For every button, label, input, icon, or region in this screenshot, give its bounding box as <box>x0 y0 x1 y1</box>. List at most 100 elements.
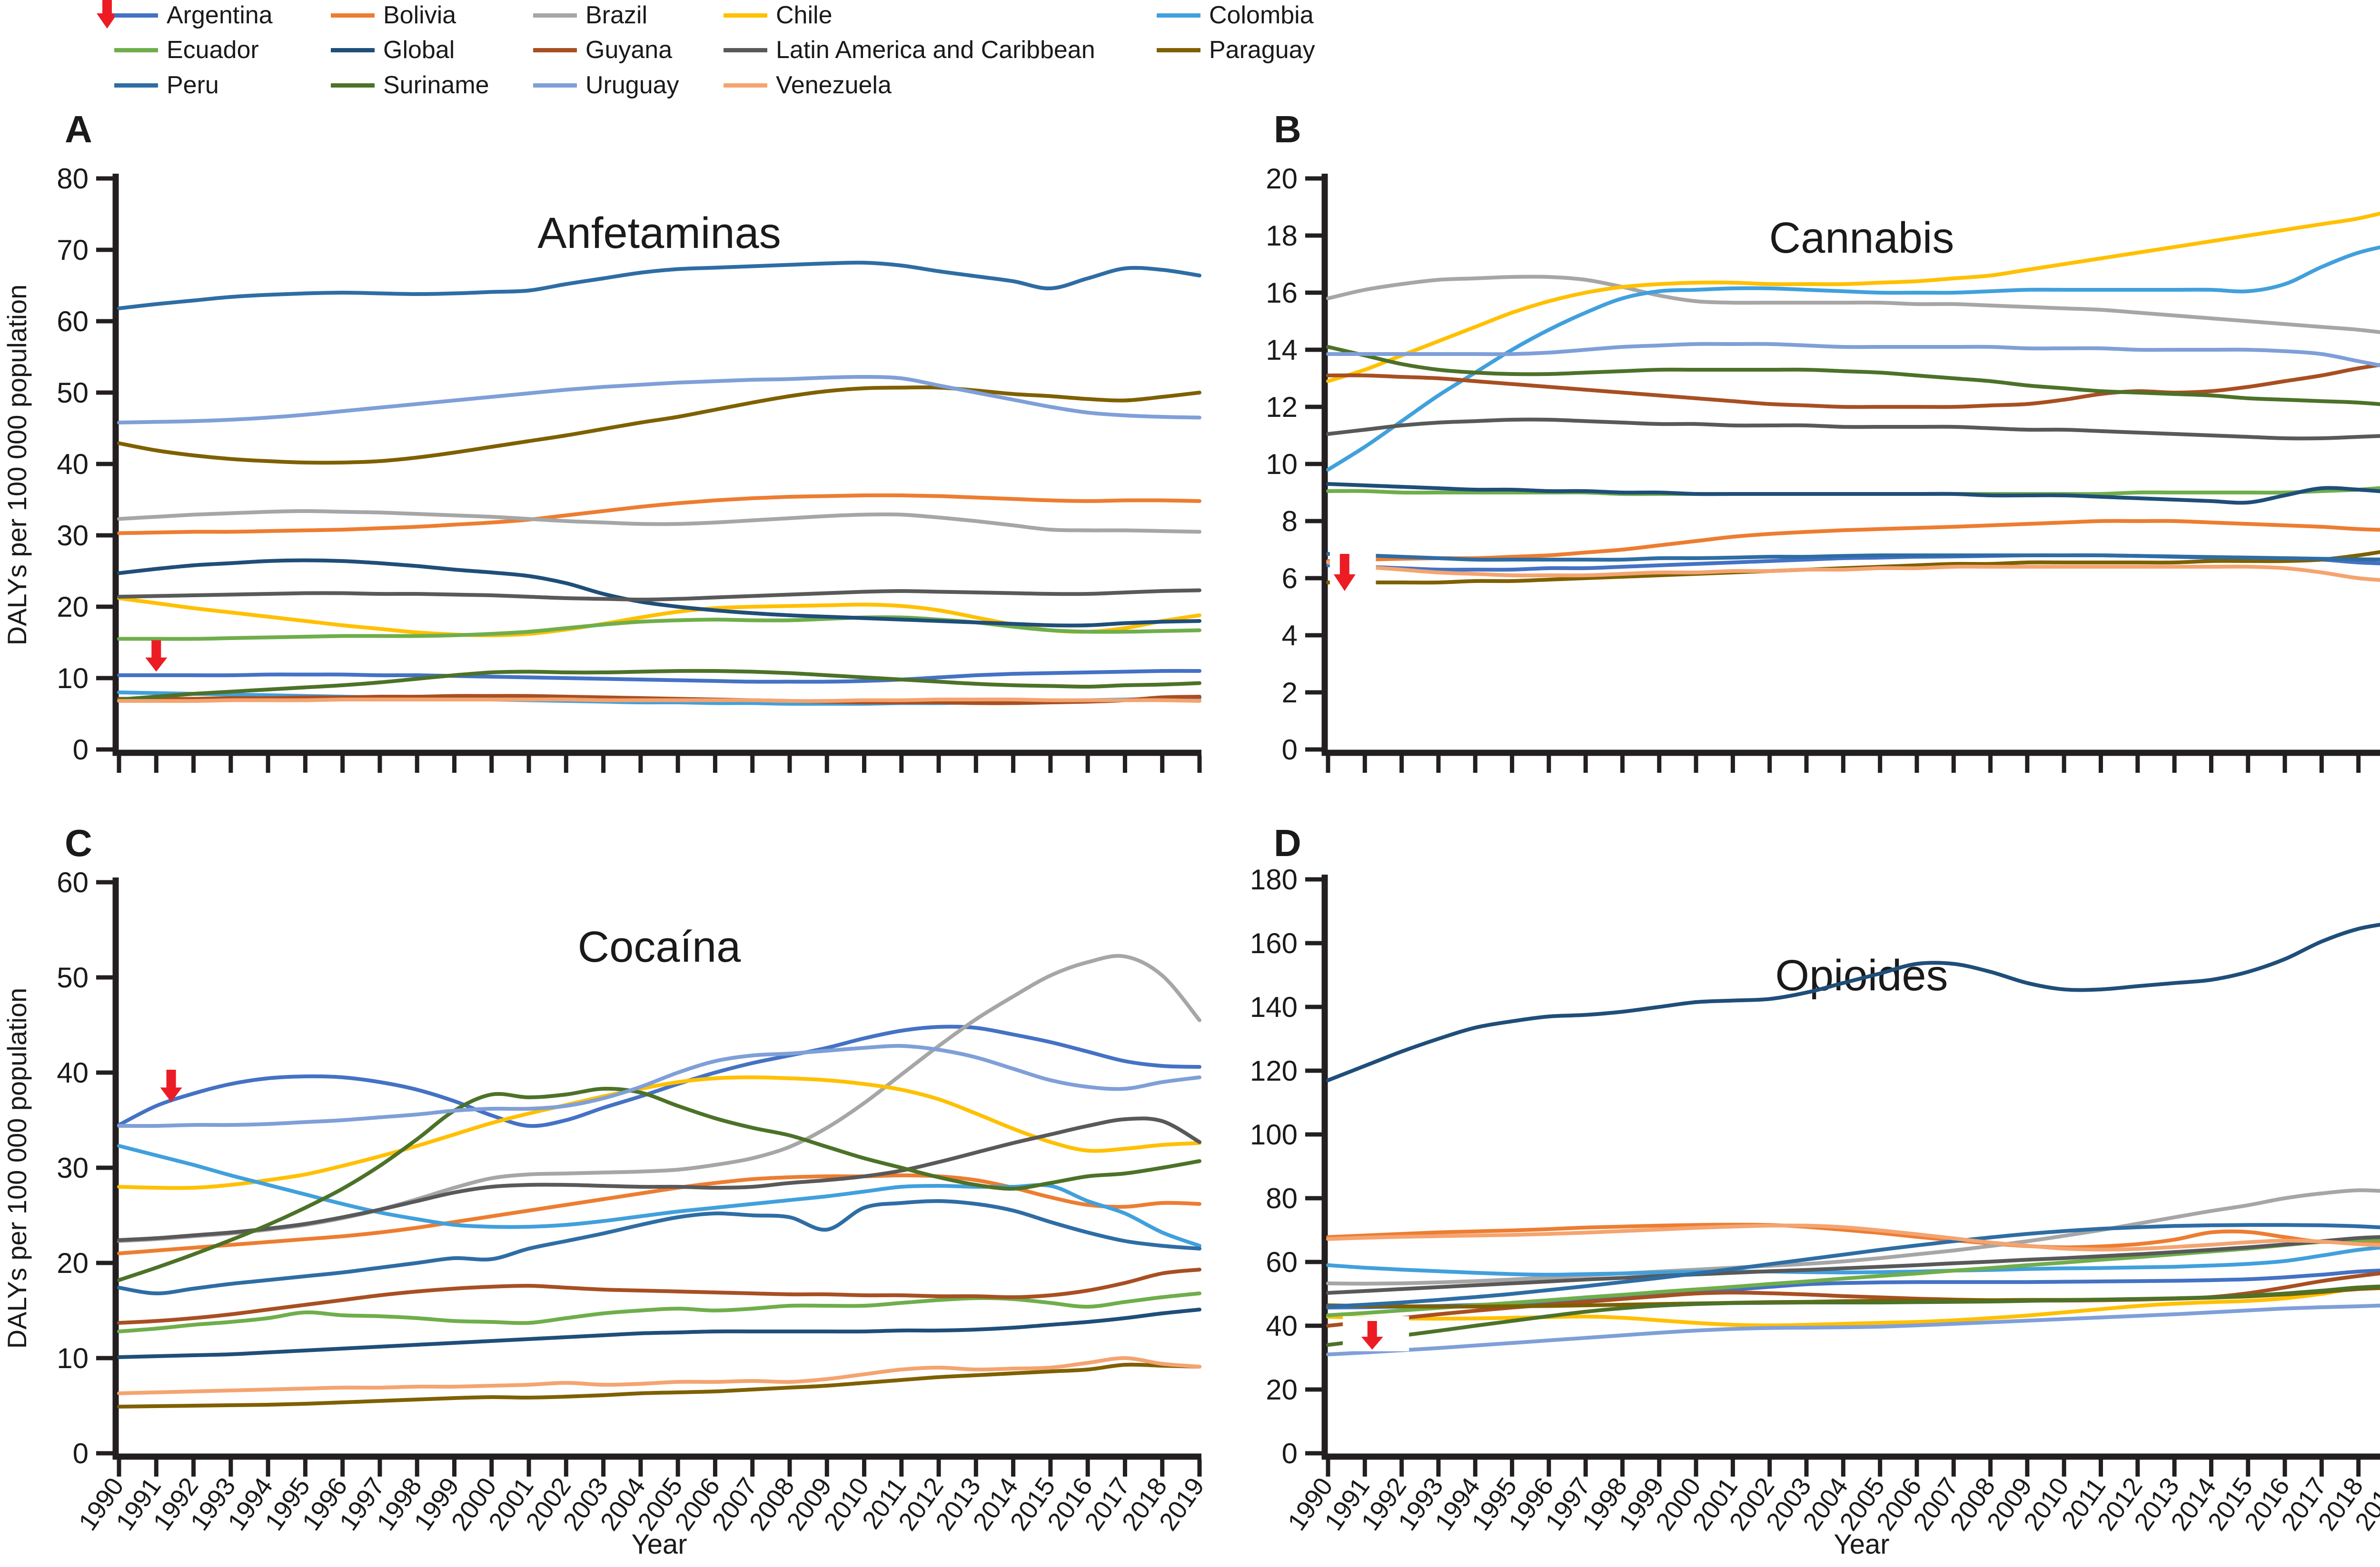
y-tick-label: 60 <box>1266 1246 1298 1278</box>
legend-item-brazil: Brazil <box>533 3 647 28</box>
suriname-line <box>1326 1284 2380 1347</box>
legend-item-colombia: Colombia <box>1157 3 1314 28</box>
panel-title-cocaina: Cocaína <box>577 923 741 971</box>
venezuela-line <box>117 1356 1201 1395</box>
peru-line <box>1326 552 2380 562</box>
latin_america_and_caribbean-line <box>117 1116 1201 1242</box>
legend-item-uruguay: Uruguay <box>533 73 679 98</box>
suriname-swatch <box>331 83 375 88</box>
legend-item-suriname: Suriname <box>331 73 489 98</box>
y-tick-label: 0 <box>73 734 89 766</box>
panel-D: 0204060801001201401601801990199119921993… <box>1250 864 2380 1536</box>
guyana-line <box>117 1268 1201 1325</box>
legend-item-guyana: Guyana <box>533 38 672 62</box>
colombia-line <box>1326 1245 2380 1277</box>
ecuador-line <box>117 1291 1201 1333</box>
y-tick-label: 12 <box>1266 391 1298 423</box>
peru-line <box>1326 1223 2380 1309</box>
chile-swatch <box>724 13 767 18</box>
x-axis-title-left: Year <box>631 1529 687 1560</box>
bolivia-line <box>1326 1222 2380 1250</box>
y-tick-label: 10 <box>57 662 89 694</box>
peru-line <box>117 260 1201 310</box>
y-tick-label: 80 <box>57 163 89 195</box>
y-tick-label: 40 <box>57 448 89 480</box>
brazil-swatch <box>533 13 577 18</box>
y-tick-label: 70 <box>57 234 89 266</box>
red-down-arrow-icon <box>145 640 168 672</box>
bolivia-line <box>117 493 1201 535</box>
venezuela-swatch <box>724 83 767 88</box>
paraguay-swatch <box>1157 48 1200 52</box>
y-tick-label: 6 <box>1282 562 1298 594</box>
venezuela-line <box>1326 1223 2380 1252</box>
y-tick-label: 16 <box>1266 277 1298 309</box>
y-tick-label: 40 <box>1266 1310 1298 1342</box>
panel-letter-a: A <box>65 108 92 150</box>
y-tick-label: 4 <box>1282 620 1298 651</box>
y-tick-label: 10 <box>57 1342 89 1374</box>
legend-item-paraguay: Paraguay <box>1157 38 1315 62</box>
red-down-arrow-icon <box>1361 1321 1383 1350</box>
legend-label: Latin America and Caribbean <box>776 36 1095 64</box>
y-tick-label: 50 <box>57 377 89 409</box>
guyana-swatch <box>533 48 577 52</box>
panel-letter-b: B <box>1274 108 1301 150</box>
uruguay-line <box>1326 1303 2380 1357</box>
ecuador-line <box>117 615 1201 641</box>
red-down-arrow-icon <box>97 0 118 29</box>
global-swatch <box>331 48 375 52</box>
paraguay-line <box>117 385 1201 465</box>
y-tick-label: 40 <box>57 1057 89 1089</box>
panel-letter-d: D <box>1274 822 1301 864</box>
panel-B: 0 2 4 6 8 10 12 14 16 18 20 <box>1266 163 2380 773</box>
paraguay-line <box>117 1362 1201 1409</box>
panel-letter-c: C <box>65 822 92 864</box>
suriname-line <box>1326 345 2380 406</box>
arrow-mask <box>1329 551 1376 592</box>
chile-line <box>1326 1285 2380 1328</box>
legend-item-latin-america-and-caribbean: Latin America and Caribbean <box>724 38 1095 62</box>
x-axis-title-right: Year <box>1834 1529 1890 1560</box>
guyana-line <box>1326 363 2380 409</box>
brazil-line <box>1326 1188 2380 1286</box>
y-tick-label: 14 <box>1266 334 1298 366</box>
legend: Argentina Bolivia Brazil Chile Colombia … <box>0 0 2380 109</box>
suriname-line <box>117 1086 1201 1282</box>
uruguay-line <box>1326 342 2380 367</box>
chile-line <box>117 1075 1201 1190</box>
y-tick-label: 60 <box>57 306 89 337</box>
y-tick-label: 20 <box>1266 1374 1298 1406</box>
y-tick-label: 100 <box>1250 1119 1298 1151</box>
legend-label: Global <box>383 36 455 64</box>
y-tick-label: 8 <box>1282 505 1298 537</box>
y-tick-label: 18 <box>1266 220 1298 252</box>
uruguay-line <box>117 375 1201 424</box>
peru-swatch <box>114 83 158 88</box>
y-tick-label: 60 <box>57 867 89 898</box>
brazil-line <box>1326 275 2380 335</box>
legend-label: Suriname <box>383 71 489 99</box>
latin-america-and-caribbean-swatch <box>724 48 767 52</box>
legend-item-peru: Peru <box>114 73 219 98</box>
brazil-line <box>117 509 1201 534</box>
legend-item-chile: Chile <box>724 3 833 28</box>
y-tick-label: 0 <box>1282 734 1298 766</box>
global-line <box>117 558 1201 628</box>
uruguay-line <box>117 1044 1201 1128</box>
panel-A: 0 10 20 30 40 50 60 70 80 <box>57 163 1202 773</box>
y-tick-label: 20 <box>1266 163 1298 195</box>
y-tick-label: 20 <box>57 1247 89 1279</box>
y-tick-label: 50 <box>57 962 89 994</box>
legend-label: Bolivia <box>383 1 456 29</box>
legend-label: Venezuela <box>776 71 892 99</box>
legend-item-bolivia: Bolivia <box>331 3 456 28</box>
y-tick-label: 120 <box>1250 1055 1298 1087</box>
y-tick-label: 2 <box>1282 677 1298 709</box>
venezuela-line <box>117 697 1201 703</box>
global-line <box>117 1308 1201 1359</box>
y-tick-label: 0 <box>73 1438 89 1469</box>
legend-item-ecuador: Ecuador <box>114 38 259 62</box>
